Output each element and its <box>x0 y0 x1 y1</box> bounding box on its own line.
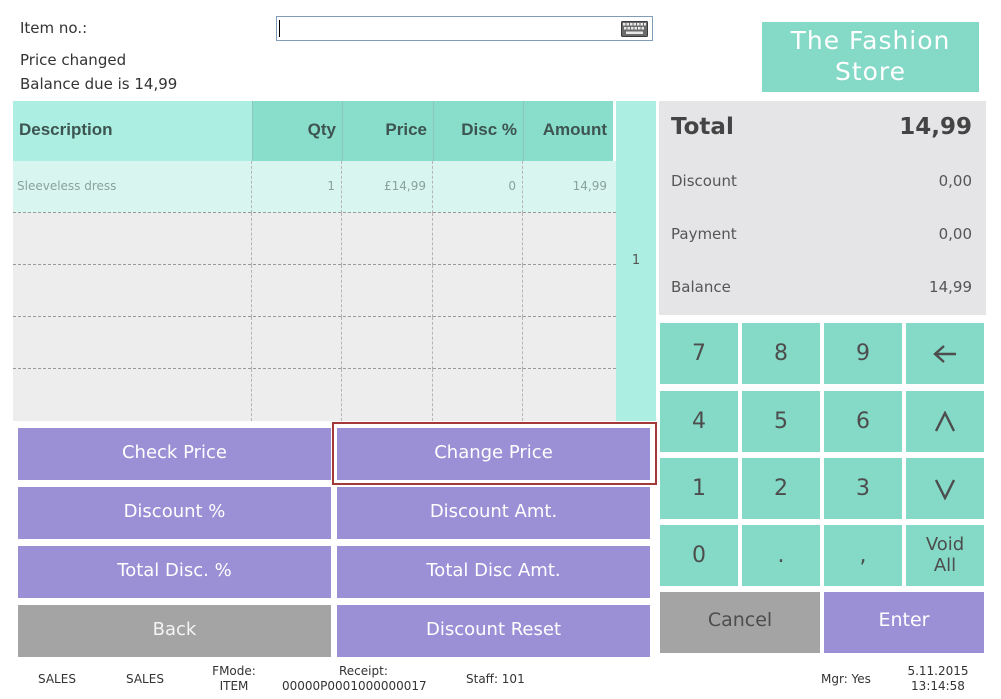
key-1[interactable]: 1 <box>660 458 738 519</box>
col-amount: Amount <box>523 101 613 161</box>
store-logo: The Fashion Store <box>762 22 979 92</box>
table-row-empty[interactable] <box>13 317 616 369</box>
col-qty: Qty <box>252 101 342 161</box>
key-2[interactable]: 2 <box>742 458 820 519</box>
item-no-field[interactable] <box>276 16 653 41</box>
discount-amount-button[interactable]: Discount Amt. <box>337 487 650 539</box>
discount-label: Discount <box>671 172 737 190</box>
chevron-up-icon <box>934 410 956 432</box>
receipt-table-header: Description Qty Price Disc % Amount <box>13 101 613 161</box>
void-all-line1: Void <box>925 534 965 555</box>
total-label: Total <box>671 114 734 140</box>
total-discount-amount-button[interactable]: Total Disc Amt. <box>337 546 650 598</box>
total-discount-percent-button[interactable]: Total Disc. % <box>18 546 331 598</box>
discount-row: Discount 0,00 <box>671 172 972 190</box>
footer-sales-1: SALES <box>38 672 76 686</box>
key-5[interactable]: 5 <box>742 391 820 452</box>
table-row[interactable]: Sleeveless dress 1 £14,99 0 14,99 <box>13 161 616 213</box>
cancel-button[interactable]: Cancel <box>660 592 820 653</box>
cell-description: Sleeveless dress <box>13 161 252 213</box>
footer-sales-2: SALES <box>126 672 164 686</box>
payment-label: Payment <box>671 225 737 243</box>
total-value: 14,99 <box>899 114 972 140</box>
discount-reset-button[interactable]: Discount Reset <box>337 605 650 657</box>
balance-row: Balance 14,99 <box>671 278 972 296</box>
cell-amount: 14,99 <box>572 179 607 193</box>
item-no-label: Item no.: <box>20 19 88 37</box>
fmode-label: FMode: <box>212 664 256 678</box>
keyboard-icon[interactable] <box>621 21 648 37</box>
backspace-key[interactable] <box>906 323 984 384</box>
back-button[interactable]: Back <box>18 605 331 657</box>
receipt-label: Receipt: <box>339 664 388 678</box>
col-disc: Disc % <box>433 101 523 161</box>
totals-panel: Total 14,99 Discount 0,00 Payment 0,00 B… <box>659 101 986 315</box>
selected-highlight <box>332 422 657 485</box>
payment-row: Payment 0,00 <box>671 225 972 243</box>
footer-manager: Mgr: Yes <box>821 672 871 686</box>
down-key[interactable] <box>906 458 984 519</box>
status-message: Price changed <box>20 51 127 69</box>
key-9[interactable]: 9 <box>824 323 902 384</box>
receipt-value: 00000P0001000000017 <box>282 679 427 693</box>
balance-value: 14,99 <box>929 278 972 296</box>
cell-qty: 1 <box>252 161 342 213</box>
table-row-empty[interactable] <box>13 369 616 421</box>
footer-fmode: FMode: ITEM <box>208 664 260 694</box>
text-caret <box>279 20 280 37</box>
cell-disc: 0 <box>433 161 523 213</box>
key-7[interactable]: 7 <box>660 323 738 384</box>
discount-value: 0,00 <box>938 172 972 190</box>
footer-datetime: 5.11.2015 13:14:58 <box>902 664 974 694</box>
arrow-left-icon <box>933 345 956 363</box>
chevron-down-icon <box>934 479 956 501</box>
col-description: Description <box>13 101 252 161</box>
change-price-button[interactable]: Change Price <box>337 428 650 480</box>
void-all-button[interactable]: Void All <box>906 525 984 586</box>
store-name-line2: Store <box>834 57 907 86</box>
col-price: Price <box>342 101 433 161</box>
footer-time: 13:14:58 <box>911 679 965 693</box>
key-8[interactable]: 8 <box>742 323 820 384</box>
table-row-empty[interactable] <box>13 213 616 265</box>
balance-label: Balance <box>671 278 731 296</box>
key-4[interactable]: 4 <box>660 391 738 452</box>
fmode-value: ITEM <box>219 679 249 693</box>
enter-button[interactable]: Enter <box>824 592 984 653</box>
key-decimal[interactable]: . <box>742 525 820 586</box>
receipt-table-body: Sleeveless dress 1 £14,99 0 14,99 <box>13 161 616 421</box>
check-price-button[interactable]: Check Price <box>18 428 331 480</box>
total-row: Total 14,99 <box>671 114 972 140</box>
store-name-line1: The Fashion <box>790 26 951 55</box>
balance-message: Balance due is 14,99 <box>20 75 178 93</box>
up-key[interactable] <box>906 391 984 452</box>
key-comma[interactable]: , <box>824 525 902 586</box>
item-no-input[interactable] <box>277 17 652 40</box>
discount-percent-button[interactable]: Discount % <box>18 487 331 539</box>
footer-staff: Staff: 101 <box>466 672 525 686</box>
key-6[interactable]: 6 <box>824 391 902 452</box>
payment-value: 0,00 <box>938 225 972 243</box>
void-all-line2: All <box>933 555 957 576</box>
table-row-empty[interactable] <box>13 265 616 317</box>
footer-receipt: Receipt: 00000P0001000000017 <box>282 664 452 694</box>
key-0[interactable]: 0 <box>660 525 738 586</box>
cell-price: £14,99 <box>342 161 433 213</box>
key-3[interactable]: 3 <box>824 458 902 519</box>
page-indicator[interactable]: 1 <box>616 101 656 421</box>
footer-date: 5.11.2015 <box>907 664 969 678</box>
